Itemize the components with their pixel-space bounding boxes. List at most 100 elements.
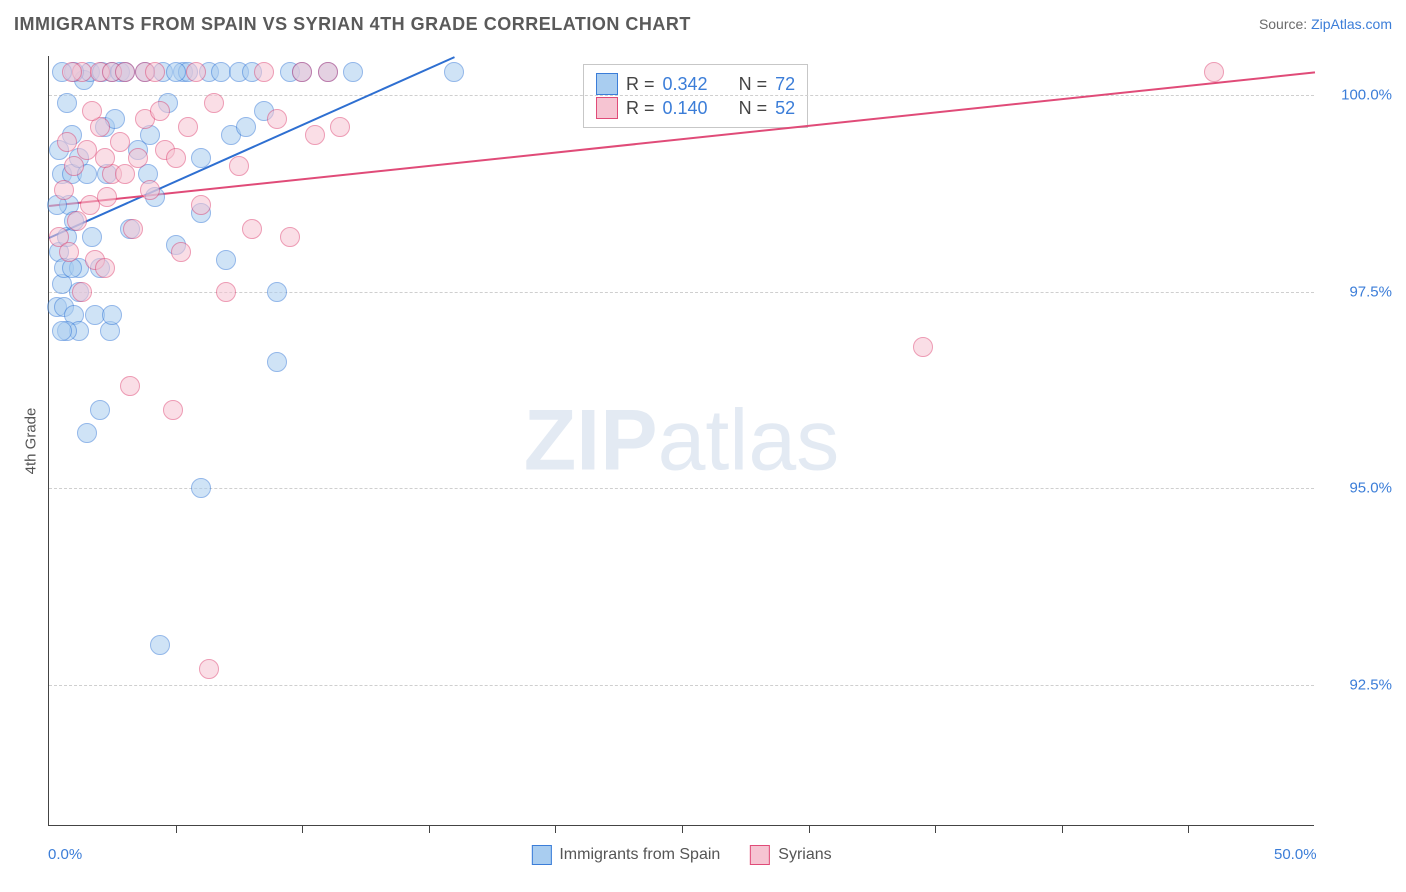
x-tick	[935, 825, 936, 833]
x-axis-min-label: 0.0%	[48, 846, 82, 863]
data-point	[267, 352, 287, 372]
data-point	[145, 62, 165, 82]
data-point	[95, 258, 115, 278]
gridline-horizontal	[49, 95, 1314, 96]
data-point	[229, 156, 249, 176]
legend-label: Immigrants from Spain	[559, 846, 720, 864]
data-point	[54, 180, 74, 200]
watermark-bold: ZIP	[524, 392, 658, 488]
x-axis-max-label: 50.0%	[1274, 846, 1317, 863]
data-point	[292, 62, 312, 82]
x-tick	[1188, 825, 1189, 833]
series-swatch	[596, 73, 618, 95]
data-point	[59, 242, 79, 262]
stat-r-label: R =	[626, 98, 655, 119]
data-point	[150, 101, 170, 121]
y-axis-title: 4th Grade	[23, 407, 40, 474]
stat-n-value: 52	[775, 98, 795, 119]
x-tick	[1062, 825, 1063, 833]
data-point	[305, 125, 325, 145]
stats-row: R = 0.342 N = 72	[596, 73, 795, 95]
data-point	[120, 376, 140, 396]
data-point	[128, 148, 148, 168]
plot-area: 4th Grade ZIPatlas R = 0.342 N = 72R = 0…	[48, 56, 1314, 826]
x-tick	[555, 825, 556, 833]
stat-n-label: N =	[739, 98, 768, 119]
chart-title: IMMIGRANTS FROM SPAIN VS SYRIAN 4TH GRAD…	[14, 14, 691, 35]
trend-line	[49, 56, 455, 239]
data-point	[140, 180, 160, 200]
data-point	[280, 227, 300, 247]
x-tick	[176, 825, 177, 833]
x-tick	[429, 825, 430, 833]
data-point	[150, 635, 170, 655]
stat-n-label: N =	[739, 74, 768, 95]
data-point	[115, 62, 135, 82]
stat-r-value: 0.342	[663, 74, 708, 95]
data-point	[1204, 62, 1224, 82]
gridline-horizontal	[49, 685, 1314, 686]
data-point	[166, 62, 186, 82]
data-point	[82, 101, 102, 121]
data-point	[216, 282, 236, 302]
data-point	[72, 282, 92, 302]
data-point	[186, 62, 206, 82]
data-point	[77, 423, 97, 443]
data-point	[204, 93, 224, 113]
y-tick-label: 97.5%	[1349, 283, 1392, 300]
data-point	[97, 187, 117, 207]
stat-r-value: 0.140	[663, 98, 708, 119]
data-point	[62, 62, 82, 82]
data-point	[330, 117, 350, 137]
data-point	[191, 148, 211, 168]
data-point	[90, 400, 110, 420]
watermark: ZIPatlas	[524, 391, 839, 490]
data-point	[191, 478, 211, 498]
series-swatch	[596, 97, 618, 119]
data-point	[52, 321, 72, 341]
data-point	[199, 659, 219, 679]
data-point	[102, 305, 122, 325]
data-point	[163, 400, 183, 420]
x-tick	[682, 825, 683, 833]
stats-row: R = 0.140 N = 52	[596, 97, 795, 119]
gridline-horizontal	[49, 292, 1314, 293]
legend-item: Immigrants from Spain	[531, 845, 720, 865]
legend-swatch	[750, 845, 770, 865]
stat-n-value: 72	[775, 74, 795, 95]
data-point	[57, 93, 77, 113]
source-attribution: Source: ZipAtlas.com	[1259, 16, 1392, 32]
data-point	[242, 219, 262, 239]
data-point	[82, 227, 102, 247]
legend-label: Syrians	[778, 846, 831, 864]
x-tick	[302, 825, 303, 833]
legend-item: Syrians	[750, 845, 831, 865]
data-point	[343, 62, 363, 82]
legend-swatch	[531, 845, 551, 865]
gridline-horizontal	[49, 488, 1314, 489]
data-point	[236, 117, 256, 137]
data-point	[191, 195, 211, 215]
data-point	[95, 148, 115, 168]
data-point	[318, 62, 338, 82]
y-tick-label: 100.0%	[1341, 87, 1392, 104]
watermark-light: atlas	[658, 392, 840, 488]
x-tick	[809, 825, 810, 833]
data-point	[171, 242, 191, 262]
source-label: Source:	[1259, 16, 1307, 32]
data-point	[123, 219, 143, 239]
y-tick-label: 95.0%	[1349, 480, 1392, 497]
data-point	[110, 132, 130, 152]
data-point	[267, 282, 287, 302]
data-point	[166, 148, 186, 168]
data-point	[913, 337, 933, 357]
source-link[interactable]: ZipAtlas.com	[1311, 16, 1392, 32]
stat-r-label: R =	[626, 74, 655, 95]
data-point	[216, 250, 236, 270]
data-point	[444, 62, 464, 82]
chart-container: 4th Grade ZIPatlas R = 0.342 N = 72R = 0…	[20, 48, 1398, 882]
series-legend: Immigrants from Spain Syrians	[531, 845, 831, 865]
data-point	[178, 117, 198, 137]
data-point	[57, 132, 77, 152]
data-point	[267, 109, 287, 129]
